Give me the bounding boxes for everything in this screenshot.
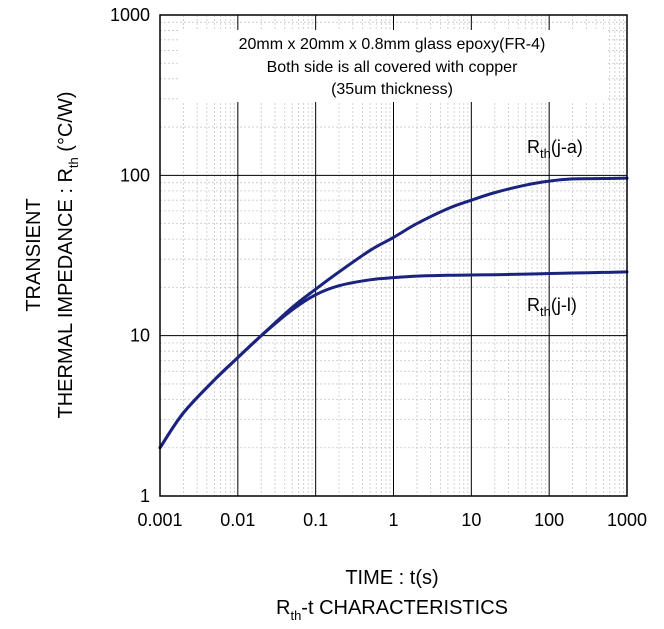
annotation-line-2: Both side is all covered with copper	[267, 59, 518, 76]
annotation-background	[178, 30, 606, 102]
y-tick-label: 100	[120, 165, 150, 185]
annotation-line-3: (35um thickness)	[331, 81, 453, 98]
y-axis-label-unit: (°C/W)	[55, 91, 77, 157]
y-axis-label-line-2: THERMAL IMPEDANCE : Rth (°C/W)	[55, 91, 81, 418]
chart-caption: Rth-t CHARACTERISTICS	[276, 597, 508, 623]
series-label-j-l-main: R	[527, 295, 540, 315]
y-tick-label: 1	[140, 486, 150, 506]
series-label-j-a-sub: th	[540, 146, 551, 161]
series-label-j-l-sub: th	[540, 304, 551, 319]
x-tick-label: 1	[388, 510, 398, 530]
y-tick-labels: 1 10 100 1000	[110, 5, 150, 506]
y-axis-label-sub: th	[66, 157, 81, 168]
series-layer	[158, 176, 629, 450]
x-tick-labels: 0.001 0.01 0.1 1 10 100 1000	[137, 510, 647, 530]
x-tick-label: 1000	[607, 510, 647, 530]
series-line-j-l	[158, 270, 629, 450]
x-tick-label: 0.01	[220, 510, 255, 530]
series-label-j-l-rest: (j-l)	[551, 295, 577, 315]
x-axis-label: TIME : t(s)	[345, 567, 438, 589]
x-tick-label: 10	[461, 510, 481, 530]
y-tick-label: 1000	[110, 5, 150, 25]
series-label-j-a: Rth(j-a)	[527, 137, 583, 161]
x-tick-label: 0.001	[137, 510, 182, 530]
y-tick-label: 10	[130, 326, 150, 346]
plot-frame	[159, 14, 628, 497]
series-label-j-a-rest: (j-a)	[551, 137, 583, 157]
caption-rest: -t CHARACTERISTICS	[301, 597, 508, 619]
caption-main: R	[276, 597, 290, 619]
series-label-j-a-main: R	[527, 137, 540, 157]
x-tick-label: 0.1	[303, 510, 328, 530]
y-axis-label-main: THERMAL IMPEDANCE : R	[55, 168, 77, 418]
caption-sub: th	[290, 608, 301, 623]
series-label-j-l: Rth(j-l)	[527, 295, 577, 319]
annotation-line-1: 20mm x 20mm x 0.8mm glass epoxy(FR-4)	[239, 36, 546, 53]
y-axis-label-line-1: TRANSIENT	[23, 198, 45, 311]
x-tick-label: 100	[534, 510, 564, 530]
